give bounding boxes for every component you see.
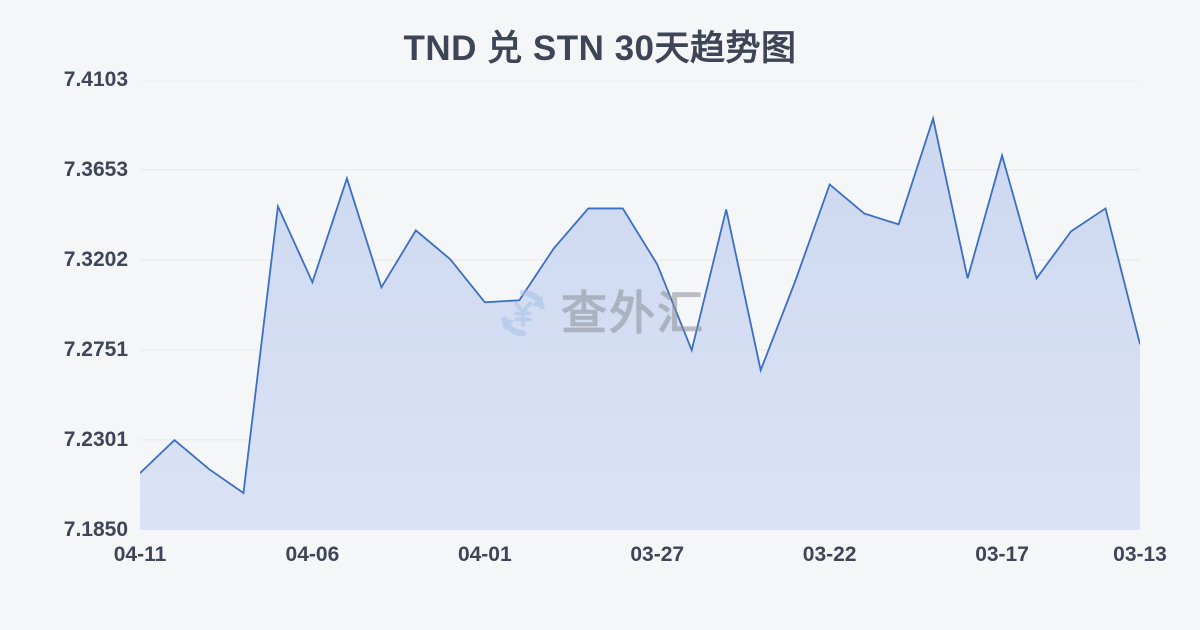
chart-title: TND 兑 STN 30天趋势图	[403, 29, 797, 68]
plot-area	[140, 80, 1140, 530]
area-fill	[140, 118, 1140, 530]
x-axis-label: 04-01	[457, 543, 512, 566]
y-axis-label: 7.2301	[63, 427, 128, 451]
y-axis-label: 7.3202	[63, 247, 128, 271]
x-axis-label: 03-27	[630, 543, 685, 566]
y-axis-label: 7.1850	[63, 518, 128, 541]
x-axis-label: 03-17	[975, 543, 1029, 566]
x-axis-label: 03-13	[1113, 543, 1167, 566]
y-axis-label: 7.2751	[63, 338, 128, 362]
y-axis-label: 7.3653	[63, 157, 128, 181]
trend-line	[140, 115, 1140, 495]
x-axis-label: 04-11	[113, 543, 167, 566]
trend-area-chart	[140, 80, 1140, 530]
x-axis-label: 04-06	[285, 543, 340, 566]
x-axis-label: 03-22	[802, 543, 857, 566]
y-axis-label: 7.4103	[63, 68, 128, 91]
